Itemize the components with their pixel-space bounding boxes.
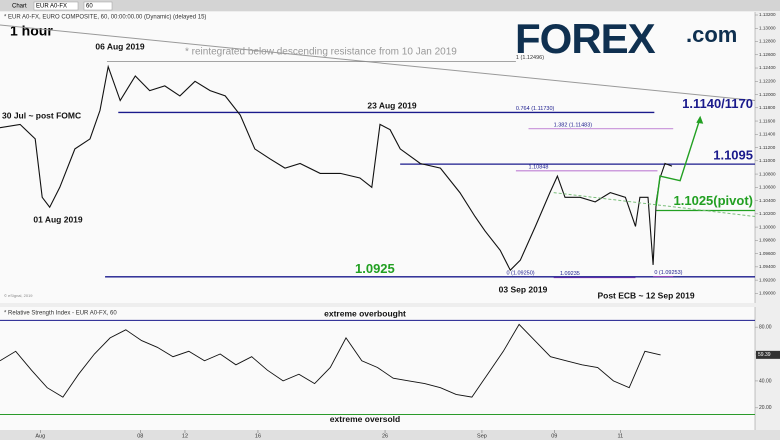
- y-tick-label: 1.11600: [759, 118, 776, 123]
- y-tick-label: 1.12600: [759, 52, 776, 57]
- annotation: Post ECB ~ 12 Sep 2019: [597, 290, 694, 300]
- y-tick-label: 1.11400: [759, 132, 776, 137]
- y-tick-label: 1.09200: [759, 277, 776, 282]
- annotation: 01 Aug 2019: [33, 214, 83, 224]
- y-tick-label: 1.09400: [759, 264, 776, 269]
- timeframe-title: 1 hour: [10, 23, 53, 39]
- x-tick-label: 12: [182, 433, 188, 439]
- level-label: 1 (1.12496): [516, 55, 544, 61]
- projection: [655, 117, 701, 206]
- y-tick-label: 1.12800: [759, 39, 776, 44]
- key-level-label: 1.1025(pivot): [674, 193, 753, 208]
- copyright: © eSignal, 2019: [4, 293, 33, 298]
- x-tick-label: Aug: [35, 433, 45, 439]
- logo-brand: FOREX: [515, 15, 656, 62]
- x-tick-label: 09: [551, 433, 557, 439]
- trendline: [0, 24, 756, 101]
- y-tick-label: 1.09000: [759, 291, 776, 296]
- annotation: 03 Sep 2019: [499, 284, 548, 294]
- level-label: 0 (1.09253): [654, 270, 682, 276]
- y-tick-label: 1.13000: [759, 25, 776, 30]
- key-level-label: 1.0925: [355, 261, 395, 276]
- price-line: [0, 64, 673, 272]
- annotation: 06 Aug 2019: [95, 41, 145, 51]
- note: * reintegrated below descending resistan…: [185, 47, 457, 58]
- y-tick-label: 1.10800: [759, 171, 776, 176]
- y-tick-label: 1.11000: [759, 158, 776, 163]
- key-level-label: 1.1140/1170: [682, 96, 753, 111]
- level-label: 1.09235: [560, 271, 580, 277]
- price-panel: [0, 12, 755, 303]
- level-label: 1.382 (1.11483): [554, 122, 593, 128]
- y-tick-label: 1.11800: [759, 105, 776, 110]
- y-tick-label: 1.10000: [759, 224, 776, 229]
- x-tick-label: 26: [382, 433, 388, 439]
- y-tick-label: 80.00: [759, 324, 772, 330]
- level-label: 1.10848: [529, 164, 549, 170]
- band-label: extreme overbought: [324, 309, 406, 319]
- rsi-header: * Relative Strength Index - EUR A0-FX, 6…: [4, 311, 117, 317]
- y-tick-label: 1.09600: [759, 251, 776, 256]
- key-level-label: 1.1095: [713, 148, 753, 163]
- price-header: * EUR A0-FX, EURO COMPOSITE, 60, 00:00:0…: [4, 15, 206, 21]
- y-tick-label: 1.10200: [759, 211, 776, 216]
- toolbar: [0, 0, 780, 11]
- logo-suffix: .com: [686, 22, 737, 47]
- last-value-label: 59.39: [758, 352, 771, 358]
- y-tick-label: 1.11200: [759, 145, 776, 150]
- dashed-trend: [553, 192, 756, 217]
- level-label: 0.764 (1.11730): [516, 106, 555, 112]
- y-tick-label: 1.13200: [759, 12, 776, 17]
- last-value-box: [756, 350, 780, 359]
- annotation: 30 Jul ~ post FOMC: [2, 110, 81, 120]
- symbol-box[interactable]: [33, 1, 79, 11]
- toolbar-interval[interactable]: 60: [86, 4, 93, 10]
- y-tick-label: 1.12400: [759, 65, 776, 70]
- time-axis: [0, 430, 780, 440]
- y-tick-label: 1.09800: [759, 238, 776, 243]
- x-tick-label: 11: [617, 433, 623, 439]
- y-tick-label: 40.00: [759, 378, 772, 384]
- y-tick-label: 20.00: [759, 405, 772, 411]
- toolbar-symbol[interactable]: EUR A0-FX: [36, 4, 67, 10]
- x-tick-label: 08: [137, 433, 143, 439]
- y-tick-label: 1.12000: [759, 92, 776, 97]
- x-tick-label: Sep: [477, 433, 487, 439]
- arrow-head: [696, 115, 704, 124]
- y-tick-label: 1.12200: [759, 78, 776, 83]
- y-tick-label: 1.10400: [759, 198, 776, 203]
- interval-box[interactable]: [83, 1, 113, 11]
- y-tick-label: 1.10600: [759, 185, 776, 190]
- band-label: extreme oversold: [330, 414, 400, 424]
- rsi-panel: [0, 307, 755, 430]
- annotation: 23 Aug 2019: [367, 100, 417, 110]
- level-label: 0 (1.09250): [506, 270, 534, 276]
- rsi-line: [0, 323, 661, 398]
- toolbar-chart[interactable]: Chart: [12, 4, 27, 10]
- x-tick-label: 16: [255, 433, 261, 439]
